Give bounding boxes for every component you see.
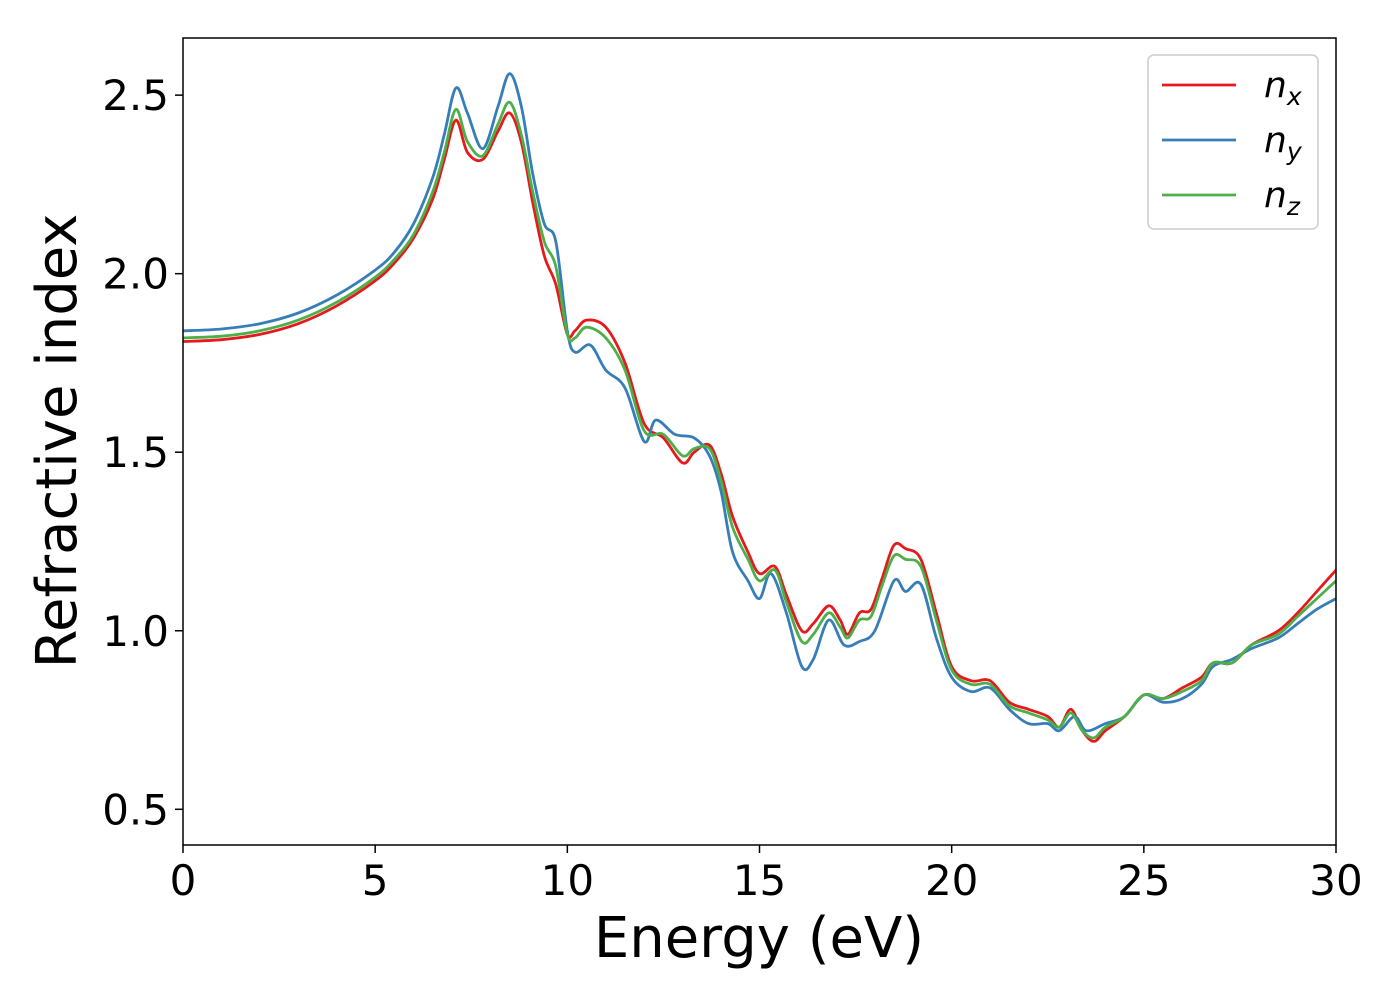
- y-axis-title: Refractive index: [25, 214, 90, 669]
- x-tick-label: 20: [925, 856, 978, 905]
- x-tick-label: 5: [362, 856, 389, 905]
- x-tick-label: 25: [1117, 856, 1170, 905]
- y-tick-label: 2.0: [102, 250, 169, 299]
- series-line-z: [183, 100, 1336, 740]
- x-tick-label: 15: [733, 856, 786, 905]
- series-layer: [183, 72, 1336, 743]
- legend-label-y: ny: [1264, 120, 1303, 166]
- y-axis: 0.5 1.0 1.5 2.0 2.5: [102, 71, 183, 834]
- legend-frame: [1147, 54, 1319, 230]
- y-tick-label: 0.5: [102, 785, 169, 834]
- x-axis: 0 5 10 15 20 25 30: [170, 845, 1363, 905]
- y-tick-label: 1.5: [102, 428, 169, 477]
- y-tick-label: 2.5: [102, 71, 169, 120]
- y-tick-label: 1.0: [102, 607, 169, 656]
- x-axis-title: Energy (eV): [594, 906, 924, 971]
- series-line-x: [183, 111, 1336, 743]
- legend-label-x: nx: [1264, 65, 1302, 111]
- x-tick-label: 0: [170, 856, 197, 905]
- x-tick-label: 10: [541, 856, 594, 905]
- x-tick-label: 30: [1309, 856, 1362, 905]
